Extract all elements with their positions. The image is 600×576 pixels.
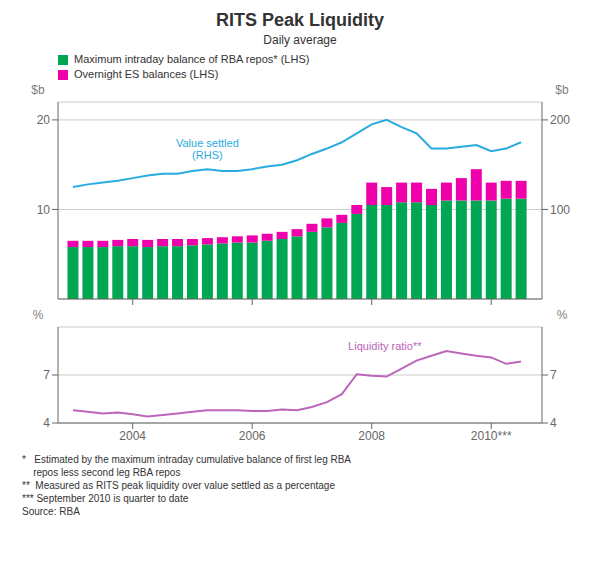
html-text:Maximum intraday balance of RB: Maximum intraday balance of RBA repos* (… bbox=[74, 53, 310, 65]
svg-text:10: 10 bbox=[37, 203, 51, 217]
svg-text:4: 4 bbox=[43, 416, 50, 430]
svg-text:200: 200 bbox=[550, 113, 570, 127]
svg-text:%: % bbox=[33, 308, 44, 322]
html-text:RITS Peak Liquidity: RITS Peak Liquidity bbox=[216, 10, 384, 30]
html-text:Daily average: Daily average bbox=[263, 33, 337, 47]
svg-text:7: 7 bbox=[43, 368, 50, 382]
svg-text:Value settled(RHS): Value settled(RHS) bbox=[176, 137, 239, 161]
html-text:** Measured as RITS peak liqui: ** Measured as RITS peak liquidity over … bbox=[22, 480, 335, 491]
svg-text:%: % bbox=[557, 308, 568, 322]
svg-text:2010***: 2010*** bbox=[471, 429, 512, 443]
svg-text:2004: 2004 bbox=[119, 429, 146, 443]
svg-text:20: 20 bbox=[37, 113, 51, 127]
svg-text:2008: 2008 bbox=[358, 429, 385, 443]
svg-text:4: 4 bbox=[550, 416, 557, 430]
svg-text:2006: 2006 bbox=[239, 429, 266, 443]
html-text:*** September 2010 is quarter: *** September 2010 is quarter to date bbox=[22, 493, 189, 504]
html-text:Source: RBA: Source: RBA bbox=[22, 506, 80, 517]
html-text:* Estimated by the maximum int: * Estimated by the maximum intraday cumu… bbox=[22, 454, 351, 478]
svg-text:$b: $b bbox=[31, 83, 45, 97]
svg-text:100: 100 bbox=[550, 203, 570, 217]
html-text:Overnight ES balances (LHS): Overnight ES balances (LHS) bbox=[74, 68, 219, 80]
svg-text:7: 7 bbox=[550, 368, 557, 382]
svg-text:Liquidity ratio**: Liquidity ratio** bbox=[348, 340, 422, 352]
svg-text:$b: $b bbox=[555, 83, 569, 97]
